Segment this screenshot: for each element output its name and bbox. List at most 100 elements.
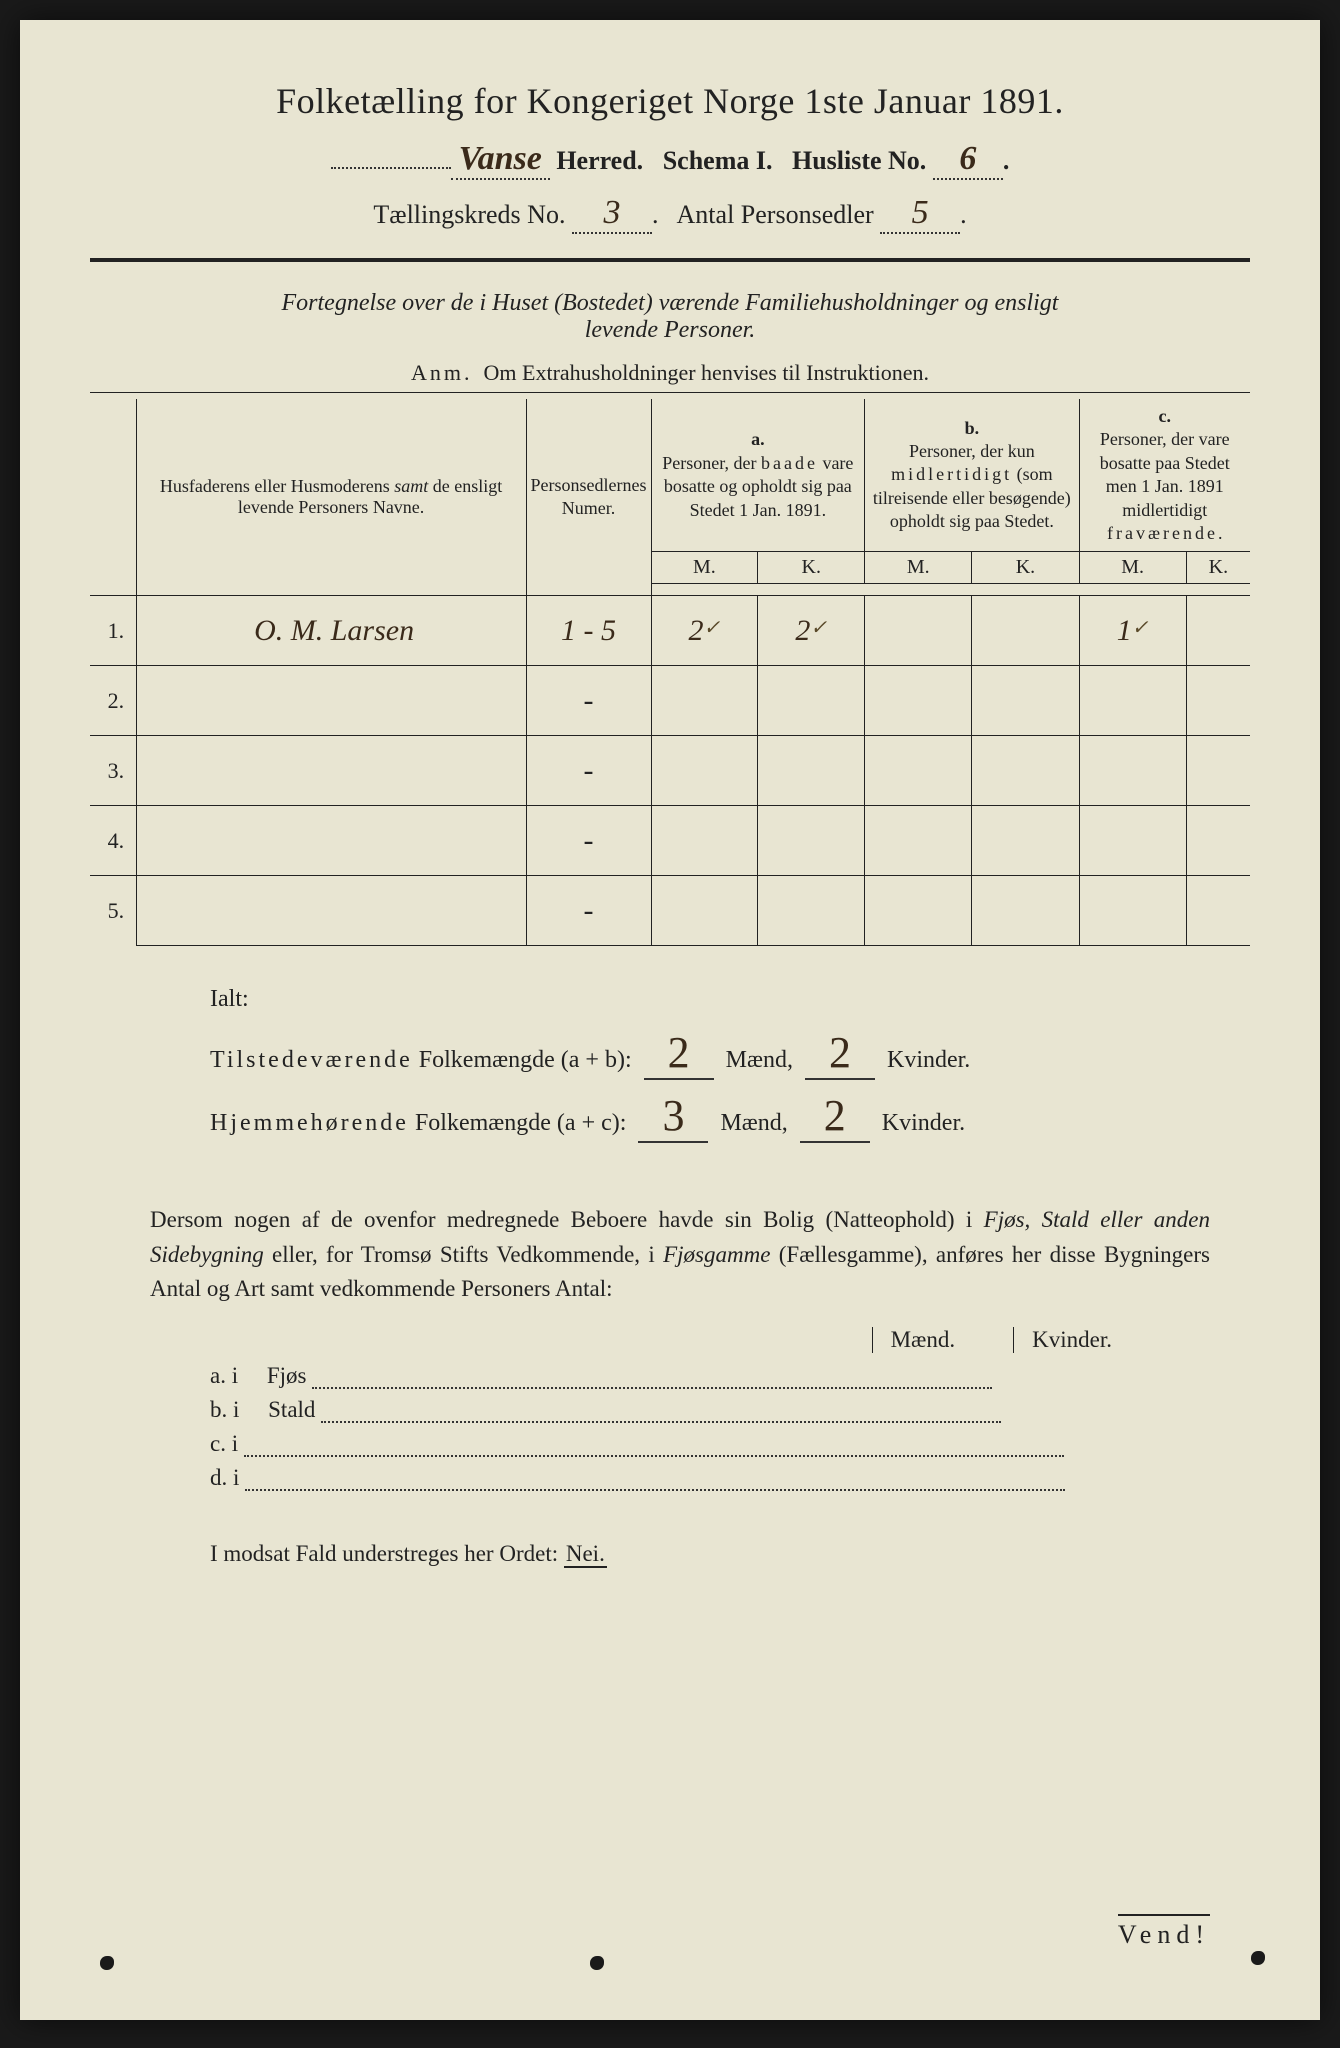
dotted-line — [312, 1371, 992, 1389]
cell-am: 2✓ — [651, 596, 758, 666]
hjemme-label: Hjemmehørende — [210, 1110, 409, 1136]
nei-word: Nei. — [564, 1541, 607, 1568]
table-row: 4. - — [90, 806, 1250, 876]
cell-cm — [1079, 876, 1186, 946]
schema-label: Schema I. — [663, 146, 773, 175]
cell-am — [651, 806, 758, 876]
cell-ak — [758, 666, 865, 736]
building-header: Mænd. Kvinder. — [210, 1327, 1130, 1353]
cell-ak — [758, 876, 865, 946]
paragraph: Dersom nogen af de ovenfor medregnede Be… — [150, 1203, 1210, 1307]
husliste-value: 6 — [933, 140, 1003, 180]
num-cell: - — [526, 876, 651, 946]
num-cell: 1 - 5 — [526, 596, 651, 666]
cell-bk — [972, 666, 1079, 736]
divider — [90, 258, 1250, 262]
row-type: Fjøs — [267, 1363, 307, 1388]
row-number: 1. — [90, 596, 136, 666]
row-label: c. i — [210, 1431, 238, 1456]
building-table: Mænd. Kvinder. a. i Fjøs b. i Stald c. i… — [210, 1327, 1190, 1491]
dotted-line — [245, 1473, 1065, 1491]
annotation: Anm. Om Extrahusholdninger henvises til … — [90, 360, 1250, 386]
col-c-header: c. Personer, der vare bosatte paa Stedet… — [1079, 399, 1250, 552]
cell-ck — [1186, 806, 1250, 876]
col-b-header: b. Personer, der kun midlertidigt (som t… — [865, 399, 1079, 552]
herred-label: Herred. — [556, 146, 643, 175]
table-row: 5. - — [90, 876, 1250, 946]
cell-bk — [972, 806, 1079, 876]
cell-ck — [1186, 666, 1250, 736]
col-b-m: M. — [865, 552, 972, 584]
cell-ck — [1186, 876, 1250, 946]
row-label: a. i — [210, 1363, 238, 1388]
col-c-k: K. — [1186, 552, 1250, 584]
row-number: 3. — [90, 736, 136, 806]
husliste-label: Husliste No. — [792, 146, 926, 175]
maend-label: Mænd, — [720, 1110, 787, 1136]
col-a-m: M. — [651, 552, 758, 584]
table-row: 2. - — [90, 666, 1250, 736]
cell-cm: 1✓ — [1079, 596, 1186, 666]
explanation: Fortegnelse over de i Huset (Bostedet) v… — [90, 290, 1250, 344]
building-row: b. i Stald — [210, 1397, 1190, 1423]
tilstede-m: 2 — [644, 1027, 714, 1080]
name-cell — [136, 806, 526, 876]
mini-maend: Mænd. — [872, 1327, 974, 1353]
row-number: 4. — [90, 806, 136, 876]
num-cell: - — [526, 806, 651, 876]
row-type: Stald — [268, 1397, 315, 1422]
explain-line-2: levende Personer. — [90, 317, 1250, 344]
row-number: 5. — [90, 876, 136, 946]
cell-bm — [865, 736, 972, 806]
cell-bm — [865, 876, 972, 946]
num-cell: - — [526, 736, 651, 806]
blank-header — [90, 399, 136, 596]
totals-line-2: Hjemmehørende Folkemængde (a + c): 3 Mæn… — [210, 1090, 1250, 1143]
tilstede-label: Tilstedeværende — [210, 1047, 413, 1073]
cell-ak — [758, 806, 865, 876]
modsat-line: I modsat Fald understreges her Ordet: Ne… — [210, 1541, 1250, 1567]
hjemme-k: 2 — [800, 1090, 870, 1143]
cell-cm — [1079, 806, 1186, 876]
building-row: a. i Fjøs — [210, 1363, 1190, 1389]
hjemme-m: 3 — [638, 1090, 708, 1143]
antal-value: 5 — [880, 194, 960, 234]
dotted-line — [244, 1439, 1064, 1457]
maend-label: Mænd, — [726, 1047, 793, 1073]
cell-am — [651, 736, 758, 806]
building-row: d. i — [210, 1465, 1190, 1491]
cell-bm — [865, 666, 972, 736]
explain-line-1: Fortegnelse over de i Huset (Bostedet) v… — [90, 290, 1250, 317]
dotted-line — [321, 1405, 1001, 1423]
cell-bk — [972, 736, 1079, 806]
cell-am — [651, 666, 758, 736]
tilstede-k: 2 — [805, 1027, 875, 1080]
kvinder-label: Kvinder. — [887, 1047, 970, 1073]
modsat-text: I modsat Fald understreges her Ordet: — [210, 1541, 558, 1566]
name-cell — [136, 736, 526, 806]
anm-text: Om Extrahusholdninger henvises til Instr… — [484, 360, 929, 385]
col-num-header: Personsedlernes Numer. — [526, 399, 651, 596]
name-cell: O. M. Larsen — [136, 596, 526, 666]
row-label: b. i — [210, 1397, 239, 1422]
table-row: 1. O. M. Larsen 1 - 5 2✓ 2✓ 1✓ — [90, 596, 1250, 666]
name-cell — [136, 876, 526, 946]
row-number: 2. — [90, 666, 136, 736]
cell-bk — [972, 876, 1079, 946]
col-b-k: K. — [972, 552, 1079, 584]
cell-cm — [1079, 666, 1186, 736]
kreds-value: 3 — [572, 194, 652, 234]
cell-ak: 2✓ — [758, 596, 865, 666]
divider-thin — [90, 392, 1250, 393]
cell-ak — [758, 736, 865, 806]
kreds-label: Tællingskreds No. — [373, 200, 565, 229]
anm-label: Anm. — [411, 360, 473, 385]
ialt-label: Ialt: — [210, 986, 1250, 1013]
row-label: d. i — [210, 1465, 239, 1490]
col-name-header: Husfaderens eller Husmoderens samt de en… — [136, 399, 526, 596]
vend-label: Vend! — [1118, 1914, 1210, 1950]
cell-cm — [1079, 736, 1186, 806]
ink-blot-icon — [100, 1956, 114, 1970]
cell-am — [651, 876, 758, 946]
cell-bm — [865, 596, 972, 666]
